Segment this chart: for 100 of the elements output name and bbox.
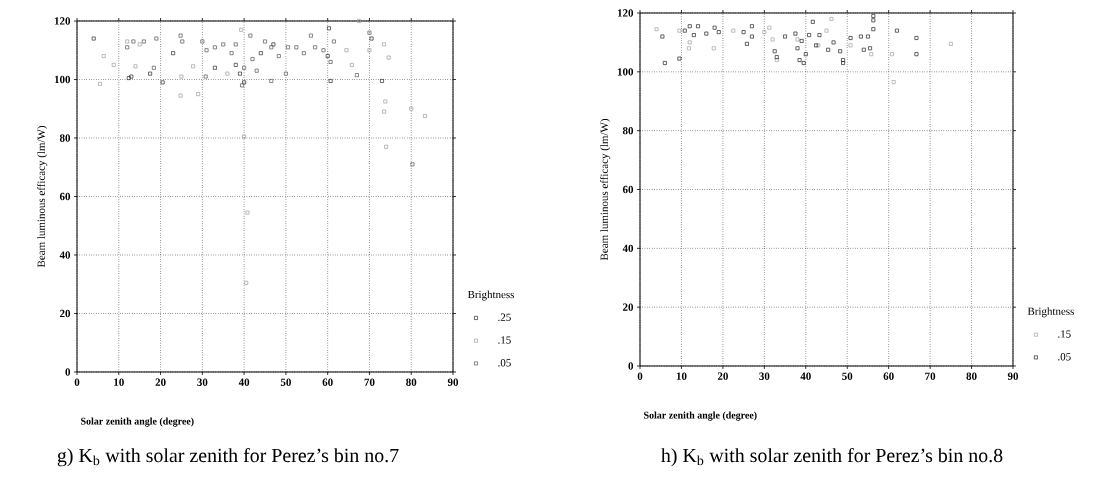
point [795,46,800,51]
x-tick-label: 70 [364,378,375,386]
point [383,99,388,104]
point [325,54,330,59]
point [137,42,142,47]
point [682,28,687,33]
point [384,144,389,149]
legend-label: .15 [1058,330,1071,338]
point [895,28,899,33]
legend-label: .15 [498,336,511,344]
point [354,73,359,78]
point [810,19,815,24]
point [866,34,870,39]
x-tick-label: 70 [925,372,936,380]
x-tick-label: 40 [800,372,811,380]
x-tick-label: 80 [966,372,977,380]
point [131,39,136,44]
point [179,74,184,79]
legend-label: .05 [1058,353,1071,361]
point [783,34,787,39]
point [154,36,159,41]
x-tick-label: 0 [74,378,80,386]
point [654,27,659,32]
y-tick-label: 100 [617,68,634,76]
point [221,42,226,47]
point [258,51,263,56]
point [125,45,130,50]
point [239,27,244,32]
point [948,41,953,46]
point [212,65,217,70]
x-tick-label: 20 [717,372,728,380]
x-tick-label: 60 [322,378,333,386]
point [767,25,772,30]
legend-title: Brightness [1027,307,1074,318]
x-tick-label: 90 [447,378,459,386]
point [799,39,804,43]
point [868,46,872,51]
point [101,54,106,59]
y-tick-label: 40 [59,251,71,259]
point [212,45,217,50]
point [321,48,326,53]
point [696,24,700,29]
y-axis-title: Beam luminous efficacy (lm/W) [37,126,48,268]
point [367,30,372,35]
point [838,49,843,54]
text: h) K$_{b}$ with solar zenith for Perez’s bin no.8 [661,447,1003,467]
point [712,25,717,30]
y-tick-label: 20 [59,309,71,318]
point [831,40,836,45]
y-tick-label: 120 [54,17,71,25]
x-tick-label: 0 [637,372,643,380]
point [148,71,153,76]
point [242,134,247,139]
point [803,52,808,57]
point [386,55,391,60]
point [191,64,196,69]
point [801,61,806,65]
point [203,74,208,79]
point [328,60,333,64]
point [744,41,749,46]
point [660,34,665,39]
point [286,45,290,50]
point [369,36,374,41]
point [238,71,242,76]
point [704,31,709,36]
point [869,52,874,57]
point [248,33,253,38]
point [233,62,238,67]
point [180,39,185,44]
point [151,65,156,70]
point [380,79,384,83]
point [126,76,131,80]
point [178,33,183,38]
point [848,43,853,48]
legend-label: .25 [498,313,511,321]
y-tick-label: 20 [622,303,634,311]
point [871,18,876,23]
point [731,28,736,33]
point [245,210,250,215]
point [244,280,249,285]
point [691,33,696,37]
point [891,80,896,85]
point [677,28,682,33]
point [357,19,361,23]
point [711,46,716,51]
y-tick-label: 0 [628,362,634,370]
point [848,36,853,40]
y-tick-label: 60 [59,192,71,201]
point [797,58,802,63]
x-tick-label: 10 [114,378,124,386]
point [749,24,754,29]
y-tick-label: 80 [622,126,634,135]
point [793,31,798,36]
point [133,64,138,69]
point [242,65,247,70]
point [204,48,209,53]
point [410,162,415,167]
point [409,106,414,111]
x-tick-label: 30 [759,372,770,380]
point [171,51,176,56]
